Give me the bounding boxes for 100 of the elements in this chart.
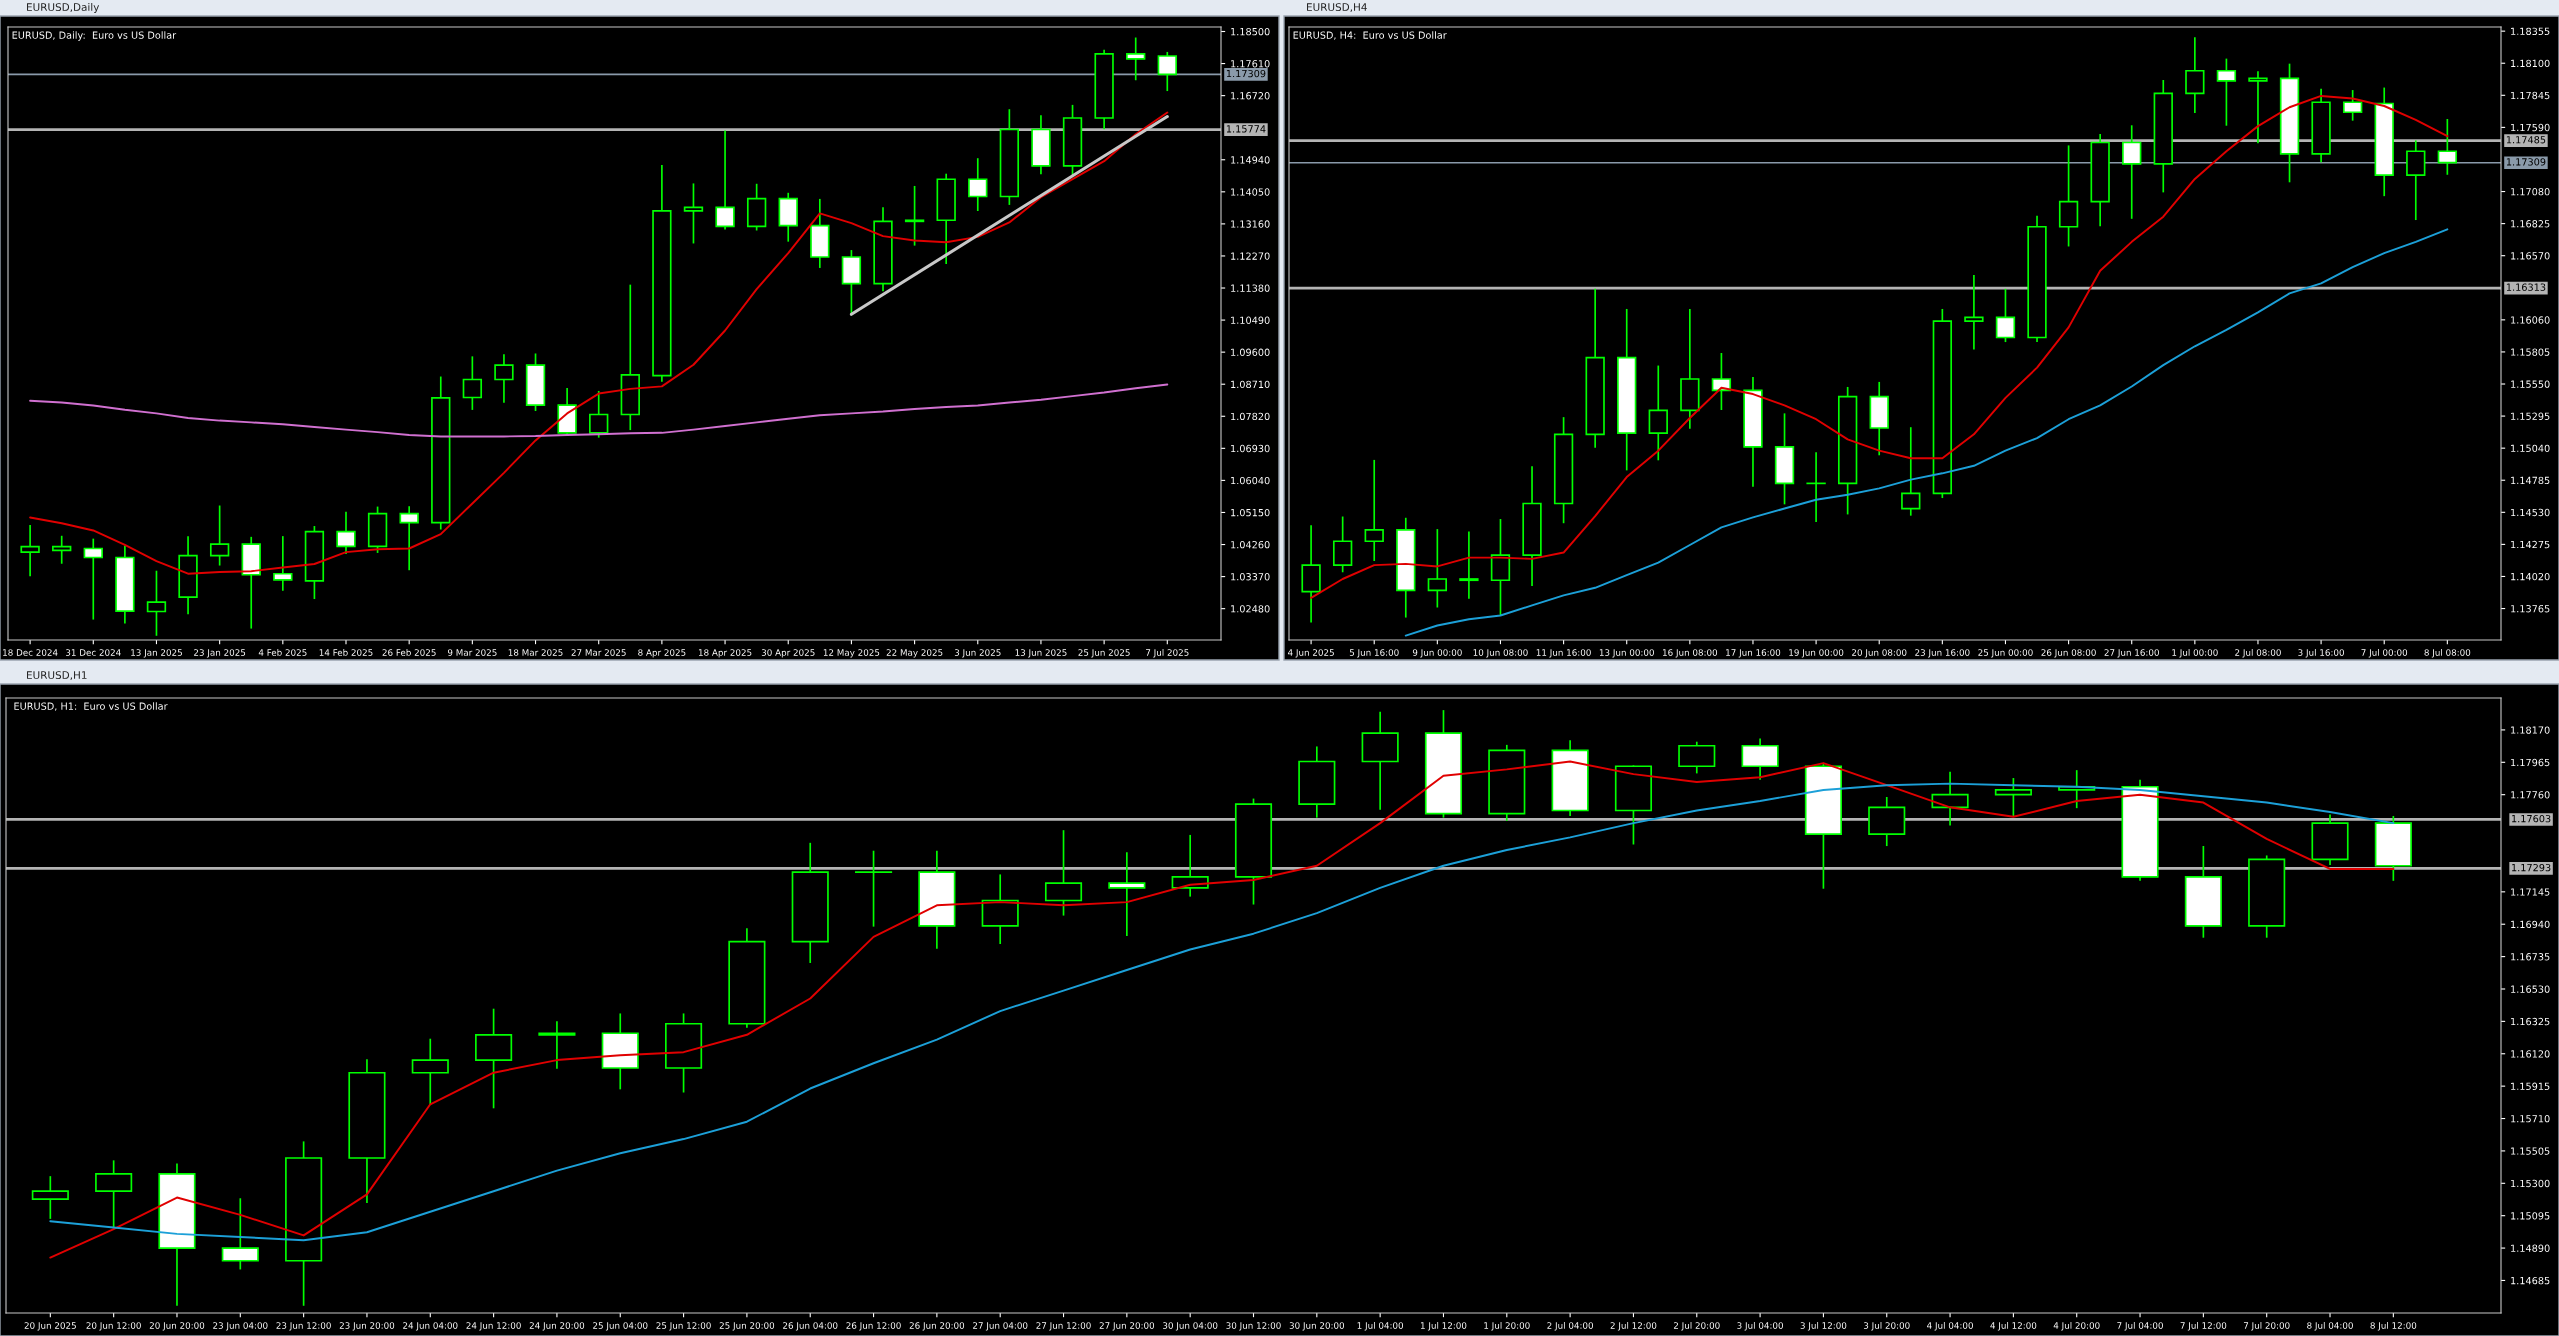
y-tick-label: 1.18355 [2511,27,2550,35]
x-tick-label: 27 Jun 20:00 [1099,1322,1155,1331]
y-tick-label: 1.18500 [1231,27,1270,36]
chart-subtitle: EURUSD, Daily: Euro vs US Dollar [12,31,177,41]
y-tick-label: 1.15300 [2511,1179,2550,1188]
y-tick-label: 1.17080 [2511,188,2550,196]
x-tick-label: 27 Jun 12:00 [1036,1322,1091,1331]
x-tick-label: 3 Jul 12:00 [1800,1322,1847,1331]
x-tick-label: 14 Feb 2025 [319,649,373,656]
y-tick-label: 1.18100 [2511,59,2550,68]
x-tick-label: 23 Jun 20:00 [339,1322,395,1331]
x-tick-label: 5 Jun 16:00 [1349,649,1399,658]
y-tick-label: 1.15095 [2511,1212,2550,1220]
chart-subtitle: EURUSD, H4: Euro vs US Dollar [1293,31,1447,40]
y-tick-label: 1.14530 [2511,508,2550,517]
y-tick-label: 1.16720 [1231,92,1270,100]
x-tick-label: 9 Jun 00:00 [1412,649,1462,658]
chart-title: EURUSD,H4 [1307,3,1367,13]
y-tick-label: 1.15550 [2511,380,2550,388]
ref-line-label: 1.17603 [2512,814,2551,823]
x-tick-label: 25 Jun 04:00 [593,1322,648,1331]
y-tick-label: 1.16570 [2511,252,2550,260]
x-tick-label: 27 Mar 2025 [571,649,626,656]
x-tick-label: 7 Jul 00:00 [2361,649,2408,658]
y-tick-label: 1.16530 [2511,985,2550,993]
y-tick-label: 1.03370 [1231,573,1270,581]
y-tick-label: 1.06040 [1231,476,1270,485]
x-tick-label: 11 Jun 16:00 [1536,649,1591,658]
y-tick-label: 1.16825 [2511,220,2550,228]
y-tick-label: 1.09600 [1231,348,1270,356]
x-tick-label: 10 Jun 08:00 [1473,649,1528,658]
y-tick-label: 1.10490 [1231,316,1270,324]
y-tick-label: 1.16735 [2511,953,2550,961]
x-tick-label: 30 Jun 12:00 [1226,1322,1281,1331]
x-tick-label: 26 Jun 12:00 [846,1322,901,1331]
x-tick-label: 4 Jul 12:00 [1990,1322,2037,1331]
x-tick-label: 7 Jul 20:00 [2243,1322,2290,1331]
x-tick-label: 24 Jun 04:00 [403,1322,458,1331]
x-tick-label: 8 Jul 12:00 [2370,1322,2417,1331]
ref-line-label: 1.17485 [2506,136,2546,144]
x-tick-label: 3 Jul 16:00 [2298,649,2344,658]
y-tick-label: 1.06930 [1231,444,1270,453]
x-tick-label: 24 Jun 12:00 [466,1322,521,1331]
x-tick-label: 20 Jun 08:00 [1852,649,1907,658]
x-tick-label: 16 Jun 08:00 [1663,649,1718,658]
x-tick-label: 18 Apr 2025 [698,649,752,658]
x-tick-label: 2 Jul 20:00 [1673,1322,1720,1331]
x-tick-label: 24 Jun 20:00 [529,1322,585,1331]
x-tick-label: 26 Feb 2025 [382,649,436,656]
x-tick-label: 4 Jun 2025 [1287,649,1334,658]
x-tick-label: 7 Jul 12:00 [2180,1322,2227,1331]
ref-line-label: 1.16313 [2506,283,2546,291]
x-tick-label: 2 Jul 04:00 [1547,1322,1593,1331]
y-tick-label: 1.15710 [2511,1115,2550,1123]
y-tick-label: 1.17965 [2511,758,2550,767]
x-tick-label: 19 Jun 00:00 [1789,649,1844,658]
x-tick-label: 1 Jul 12:00 [1420,1322,1467,1331]
x-tick-label: 8 Apr 2025 [638,649,686,658]
x-tick-label: 30 Apr 2025 [761,649,815,658]
y-tick-label: 1.08710 [1231,380,1270,389]
y-tick-label: 1.13765 [2511,605,2550,613]
x-tick-label: 4 Jul 04:00 [1927,1322,1973,1331]
x-tick-label: 1 Jul 00:00 [2172,649,2218,658]
y-tick-label: 1.16060 [2511,316,2550,324]
x-tick-label: 8 Jul 08:00 [2424,649,2471,658]
y-tick-label: 1.16325 [2511,1017,2550,1026]
y-tick-label: 1.15295 [2511,412,2550,420]
x-tick-label: 25 Jun 12:00 [656,1322,711,1331]
x-tick-label: 30 Jun 20:00 [1289,1322,1345,1331]
x-tick-label: 20 Jun 12:00 [86,1322,141,1331]
x-tick-label: 25 Jun 00:00 [1978,649,2033,658]
x-tick-label: 4 Jul 20:00 [2053,1322,2100,1331]
y-tick-label: 1.15805 [2511,348,2550,356]
x-tick-label: 13 Jan 2025 [131,649,182,658]
chart-title: EURUSD,Daily [27,2,100,14]
x-tick-label: 13 Jun 00:00 [1599,649,1654,658]
ref-line-label: 1.17309 [2506,158,2546,166]
x-tick-label: 18 Dec 2024 [3,649,58,656]
y-tick-label: 1.04260 [1231,541,1270,549]
x-tick-label: 31 Dec 2024 [66,649,121,656]
y-tick-label: 1.14050 [1231,188,1270,196]
y-tick-label: 1.17145 [2511,888,2550,896]
y-tick-label: 1.17845 [2511,91,2550,100]
ref-line-label: 1.17309 [1226,69,1266,78]
x-tick-label: 7 Jul 04:00 [2117,1322,2163,1331]
x-tick-label: 23 Jun 04:00 [213,1322,268,1331]
x-tick-label: 27 Jun 04:00 [973,1322,1028,1331]
x-tick-label: 7 Jul 2025 [1146,649,1189,658]
x-tick-label: 26 Jun 20:00 [909,1322,965,1331]
y-tick-label: 1.17760 [2511,791,2550,799]
y-tick-label: 1.14940 [1231,156,1270,164]
y-tick-label: 1.13160 [1231,220,1270,228]
x-tick-label: 27 Jun 16:00 [2104,649,2159,658]
x-tick-label: 3 Jun 2025 [954,649,1001,658]
y-tick-label: 1.14275 [2511,540,2550,549]
x-tick-label: 20 Jun 20:00 [149,1322,205,1331]
x-tick-label: 25 Jun 20:00 [719,1322,775,1331]
x-tick-label: 25 Jun 2025 [1078,649,1130,658]
y-tick-label: 1.17610 [1231,60,1270,68]
x-tick-label: 22 May 2025 [886,649,943,658]
